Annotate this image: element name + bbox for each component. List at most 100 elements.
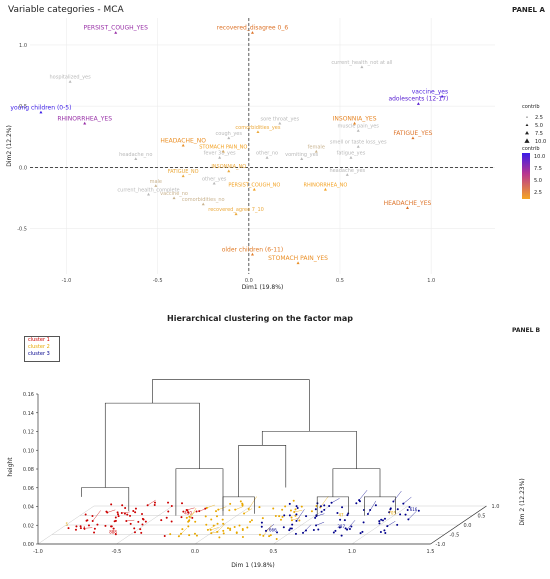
category-label: hospitalized_yes xyxy=(50,75,92,81)
cluster-point xyxy=(110,525,113,528)
cluster-point xyxy=(180,516,183,519)
dendrogram-leaf-link xyxy=(331,498,340,503)
point-label: 5 xyxy=(65,522,68,527)
cluster-point xyxy=(323,504,326,507)
cluster-point xyxy=(260,521,263,524)
cluster-point xyxy=(182,510,185,513)
cluster-point xyxy=(75,525,78,528)
cluster-point xyxy=(233,526,236,529)
cluster-point xyxy=(105,510,108,513)
category-label: comorbidities_yes xyxy=(235,125,280,131)
cluster-point xyxy=(296,506,299,509)
y-tick-label: 0.5 xyxy=(19,104,27,110)
cluster-point xyxy=(229,527,232,530)
category-point xyxy=(134,157,138,160)
cluster-point xyxy=(191,516,194,519)
cluster-point xyxy=(261,517,264,520)
category-label: FATIGUE_YES xyxy=(393,130,432,137)
category-label: vaccine_no xyxy=(160,191,188,197)
cluster-point xyxy=(281,508,284,511)
category-point xyxy=(83,121,87,125)
cluster-point xyxy=(141,523,144,526)
category-label: fever 38_yes xyxy=(204,151,236,157)
cluster-point xyxy=(312,528,315,531)
size-legend-marker xyxy=(524,138,530,143)
category-label: vaccine_yes xyxy=(412,88,448,95)
x-tick-label: -1.0 xyxy=(33,549,43,555)
dendrogram-leaf-link xyxy=(186,512,195,519)
cluster-point xyxy=(222,522,225,525)
cluster-point xyxy=(137,520,140,523)
cluster-point xyxy=(319,505,322,508)
category-label: smell or taste loss_yes xyxy=(330,140,387,146)
category-point xyxy=(227,169,231,173)
size-legend-title: contrib xyxy=(522,104,540,110)
category-label: fatigue_yes xyxy=(337,151,366,157)
x-tick-label: 0.5 xyxy=(336,278,344,284)
legend-item-cluster-3: cluster 3 xyxy=(28,351,50,357)
category-point xyxy=(227,136,231,140)
legend-item-cluster-1: cluster 1 xyxy=(28,337,50,343)
dendrogram-leaf-link xyxy=(302,524,312,534)
category-label: cough_yes xyxy=(216,131,243,137)
dendrogram-leaf-link xyxy=(403,496,412,504)
category-label: INSONNIA_YES xyxy=(333,115,377,122)
category-label: headache_no xyxy=(119,152,152,158)
cluster-point xyxy=(328,505,331,508)
y-axis-label: Dim 2 (12.23%) xyxy=(519,478,526,525)
chart-title: Hierarchical clustering on the factor ma… xyxy=(167,314,353,323)
size-legend-label: 2.5 xyxy=(535,115,543,121)
category-label: HEADACHE_NO xyxy=(160,137,206,144)
cluster-point xyxy=(67,527,70,530)
cluster-point xyxy=(126,513,129,516)
cluster-point xyxy=(167,510,170,513)
category-label: other_yes xyxy=(202,176,227,182)
cluster-point xyxy=(187,525,190,528)
panel-label: PANEL B xyxy=(512,327,541,334)
cluster-point xyxy=(343,519,346,522)
cluster-point xyxy=(290,516,293,519)
cluster-point xyxy=(315,524,318,527)
cluster-point xyxy=(141,512,144,515)
category-point xyxy=(147,192,151,196)
x-tick-label: -0.5 xyxy=(112,549,122,555)
cluster-point xyxy=(234,508,237,511)
dendrogram-leaf-link xyxy=(187,507,197,522)
dendrogram-leaf-link xyxy=(358,490,368,501)
cluster-point xyxy=(268,535,271,538)
cluster-point xyxy=(125,519,128,522)
cluster-point xyxy=(288,514,291,517)
cluster-point xyxy=(289,509,292,512)
cluster-point xyxy=(194,520,197,523)
category-label: muscle pain_yes xyxy=(338,124,380,130)
cluster-point xyxy=(241,504,244,507)
color-legend-label: 5.0 xyxy=(534,178,542,184)
cluster-point xyxy=(210,532,213,535)
color-legend-label: 2.5 xyxy=(534,190,542,196)
point-label: 450 xyxy=(184,511,192,516)
dendrogram-branch-sub xyxy=(222,496,255,516)
dendrogram-leaf-link xyxy=(294,510,303,513)
dendrogram-leaf-link xyxy=(92,510,101,522)
category-label: male xyxy=(150,179,162,185)
category-point xyxy=(314,149,318,153)
category-point xyxy=(114,31,118,34)
plot-background xyxy=(30,18,495,274)
category-point xyxy=(405,206,409,209)
cluster-point xyxy=(304,529,307,532)
cluster-point xyxy=(246,526,249,529)
cluster-point xyxy=(381,519,384,522)
category-label: vomiting_yes xyxy=(285,152,319,158)
cluster-point xyxy=(241,528,244,531)
category-point xyxy=(252,187,256,191)
cluster-point xyxy=(298,519,301,522)
dendrogram-leaf-link xyxy=(316,513,325,517)
dendrogram-branch-sub xyxy=(81,487,130,511)
z-axis-label: height xyxy=(7,457,14,477)
cluster-point xyxy=(258,506,261,509)
cluster-point xyxy=(74,528,77,531)
cluster-point xyxy=(396,508,399,511)
cluster-3d-map: Hierarchical clustering on the factor ma… xyxy=(7,314,541,569)
cluster-point xyxy=(205,523,208,526)
cluster-point xyxy=(169,533,172,536)
